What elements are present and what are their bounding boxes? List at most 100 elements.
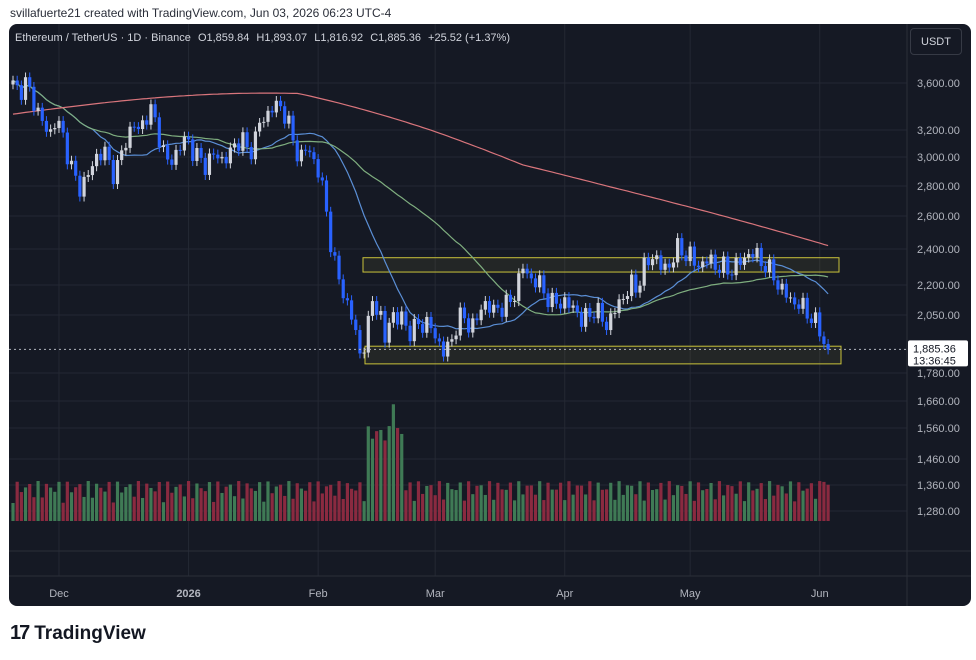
volume-bar xyxy=(103,491,107,521)
candle-body xyxy=(822,336,826,344)
candle-body xyxy=(295,140,299,162)
chart-panel[interactable]: 3,600.00 3,200.00 3,000.00 2,800.00 2,600.00… xyxy=(9,24,971,606)
volume-bar xyxy=(416,481,421,521)
candle-body xyxy=(546,293,550,308)
volume-bar xyxy=(747,482,751,521)
volume-bar xyxy=(487,481,492,521)
volume-bar xyxy=(166,481,170,521)
volume-bar xyxy=(663,499,667,521)
candle-body xyxy=(283,106,287,124)
candle-body xyxy=(186,136,191,140)
candle-body xyxy=(646,257,650,266)
candle-body xyxy=(592,316,596,319)
volume-bar xyxy=(82,496,86,521)
price-chart[interactable]: 3,600.00 3,200.00 3,000.00 2,800.00 2,600.00… xyxy=(9,24,971,606)
volume-bar xyxy=(630,485,634,521)
volume-bar xyxy=(504,489,508,521)
volume-bar xyxy=(604,489,609,521)
candle-body xyxy=(195,148,199,161)
x-tick-label: Feb xyxy=(309,588,328,600)
volume-bar xyxy=(274,486,278,521)
candle-body xyxy=(266,110,270,122)
candle-body xyxy=(124,147,128,151)
candle-body xyxy=(324,180,329,212)
volume-bar xyxy=(822,481,826,521)
candle-body xyxy=(588,308,592,317)
candle-body xyxy=(153,104,157,118)
y-tick-label: 3,600.00 xyxy=(917,78,960,90)
candle-body xyxy=(90,166,95,176)
candle-body xyxy=(676,238,680,263)
candle-body xyxy=(86,175,90,177)
candle-body xyxy=(216,154,220,159)
candle-body xyxy=(333,252,337,256)
candle-body xyxy=(680,238,684,256)
volume-bar xyxy=(49,487,53,521)
volume-bar xyxy=(542,500,546,521)
candle-body xyxy=(797,304,801,309)
volume-bar xyxy=(362,501,366,521)
volume-bar xyxy=(182,496,186,521)
candle-body xyxy=(341,279,345,299)
symbol-name: Ethereum / TetherUS · 1D · Binance xyxy=(15,32,191,44)
candle-body xyxy=(767,259,772,273)
volume-bar xyxy=(400,433,404,521)
candle-body xyxy=(241,132,245,151)
candle-body xyxy=(604,321,609,331)
volume-bar xyxy=(170,492,174,521)
volume-bar xyxy=(23,487,28,521)
candle-body xyxy=(132,126,136,128)
candle-body xyxy=(383,310,387,343)
volume-bar xyxy=(609,482,613,521)
candle-body xyxy=(19,85,23,100)
candle-body xyxy=(508,294,513,302)
volume-bar xyxy=(471,494,475,521)
candle-body xyxy=(446,341,450,357)
y-tick-label: 1,460.00 xyxy=(917,454,960,466)
volume-bar xyxy=(625,485,630,521)
volume-bar xyxy=(797,482,801,521)
candle-body xyxy=(65,132,69,165)
candle-body xyxy=(258,122,262,132)
volume-bar xyxy=(32,497,36,521)
volume-bar xyxy=(53,491,57,521)
candle-body xyxy=(95,153,99,167)
volume-bar xyxy=(291,498,295,521)
currency-button[interactable]: USDT xyxy=(910,28,962,55)
volume-bar xyxy=(237,481,241,521)
price-tag xyxy=(908,340,968,367)
candle-body xyxy=(15,80,19,86)
volume-bar xyxy=(207,482,212,521)
candle-body xyxy=(462,307,467,319)
y-tick-label: 2,050.00 xyxy=(917,310,960,322)
volume-bar xyxy=(111,502,115,521)
tradingview-mark-icon: 17 xyxy=(10,622,30,644)
volume-bar xyxy=(333,495,337,521)
y-tick-label: 2,200.00 xyxy=(917,280,960,292)
volume-bar xyxy=(232,496,237,521)
volume-bar xyxy=(220,492,224,521)
candle-body xyxy=(274,100,278,113)
candle-body xyxy=(730,274,734,276)
volume-bar xyxy=(705,488,709,521)
volume-bar xyxy=(174,486,178,521)
volume-bar xyxy=(579,485,584,521)
candle-body xyxy=(61,120,65,133)
volume-bar xyxy=(772,495,776,521)
candle-body xyxy=(40,107,44,121)
candle-body xyxy=(237,143,241,151)
volume-bar xyxy=(467,481,471,521)
candle-body xyxy=(492,304,496,313)
candle-body xyxy=(759,247,763,267)
candle-body xyxy=(149,104,153,125)
candle-body xyxy=(563,297,567,309)
candle-body xyxy=(772,259,776,281)
volume-bar xyxy=(69,492,74,521)
candle-body xyxy=(291,115,295,141)
candle-body xyxy=(245,132,249,148)
candle-body xyxy=(763,266,767,273)
volume-bar xyxy=(132,496,136,521)
volume-bar xyxy=(124,487,128,521)
candle-body xyxy=(542,275,546,294)
candle-body xyxy=(805,297,809,319)
